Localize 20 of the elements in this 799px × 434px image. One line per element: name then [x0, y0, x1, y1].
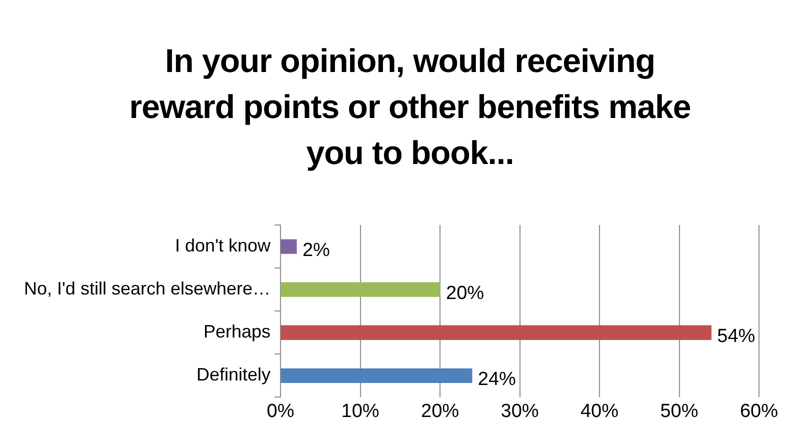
y-tick-label: Perhaps	[203, 322, 271, 342]
chart-title: In your opinion, would receiving reward points or other benefits make you to book...	[128, 41, 692, 173]
x-tick-label: 20%	[421, 400, 460, 422]
y-tick-label: Definitely	[196, 364, 271, 385]
data-label: 24%	[478, 368, 516, 390]
y-tick-label: No, I'd still search elsewhere…	[24, 278, 271, 299]
x-tick-label: 10%	[341, 400, 380, 422]
data-label: 2%	[302, 240, 330, 261]
bar	[280, 325, 712, 340]
y-tick-label: I don't know	[175, 235, 272, 256]
x-tick-label: 50%	[660, 400, 698, 422]
bar	[280, 282, 440, 297]
x-tick-label: 0%	[266, 400, 294, 422]
bar	[280, 239, 297, 254]
x-tick-label: 40%	[580, 400, 619, 422]
bar	[280, 368, 472, 384]
x-tick-label: 60%	[740, 400, 778, 422]
x-tick-label: 30%	[500, 400, 539, 422]
data-label: 54%	[717, 326, 756, 347]
data-label: 20%	[446, 282, 484, 304]
